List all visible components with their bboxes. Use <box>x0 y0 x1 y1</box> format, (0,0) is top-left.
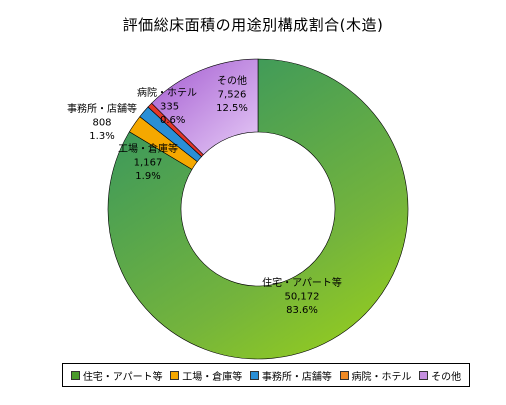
data-label-category-3: 病院・ホテル <box>137 86 197 99</box>
data-label-category-1: 工場・倉庫等 <box>118 142 178 155</box>
legend-label-1: 工場・倉庫等 <box>182 371 243 383</box>
legend-item-1: 工場・倉庫等 <box>170 368 242 383</box>
data-label-category-2: 事務所・店舗等 <box>67 102 137 115</box>
data-label-percent-0: 83.6% <box>286 305 318 316</box>
data-label-percent-1: 1.9% <box>135 171 160 182</box>
legend-label-4: その他 <box>431 371 462 383</box>
chart-title: 評価総床面積の用途別構成割合(木造) <box>122 16 384 34</box>
data-label-value-2: 808 <box>92 118 111 129</box>
data-label-category-0: 住宅・アパート等 <box>262 276 342 289</box>
legend-item-0: 住宅・アパート等 <box>70 368 163 383</box>
slice-residential <box>107 58 409 360</box>
data-label-category-4: その他 <box>217 74 247 87</box>
data-label-value-4: 7,526 <box>218 90 247 101</box>
legend-swatch-0 <box>70 370 80 380</box>
legend-label-2: 事務所・店舗等 <box>261 371 332 383</box>
slice-other <box>151 58 259 156</box>
legend-item-4: その他 <box>419 368 461 383</box>
legend-swatch-3 <box>339 370 349 380</box>
legend-swatch-2 <box>249 370 259 380</box>
data-label-percent-4: 12.5% <box>216 103 248 114</box>
data-label-value-3: 335 <box>160 102 179 113</box>
legend-swatch-4 <box>419 370 429 380</box>
legend-item-3: 病院・ホテル <box>339 368 412 383</box>
data-label-percent-2: 1.3% <box>89 131 114 142</box>
data-label-value-0: 50,172 <box>285 292 320 303</box>
legend: 住宅・アパート等 工場・倉庫等 事務所・店舗等 病院・ホテル その他 <box>62 363 470 387</box>
data-label-percent-3: 0.6% <box>160 115 185 126</box>
legend-swatch-1 <box>170 370 180 380</box>
data-label-value-1: 1,167 <box>134 158 163 169</box>
legend-label-3: 病院・ホテル <box>351 371 412 383</box>
legend-label-0: 住宅・アパート等 <box>82 371 163 383</box>
legend-item-2: 事務所・店舗等 <box>249 368 332 383</box>
